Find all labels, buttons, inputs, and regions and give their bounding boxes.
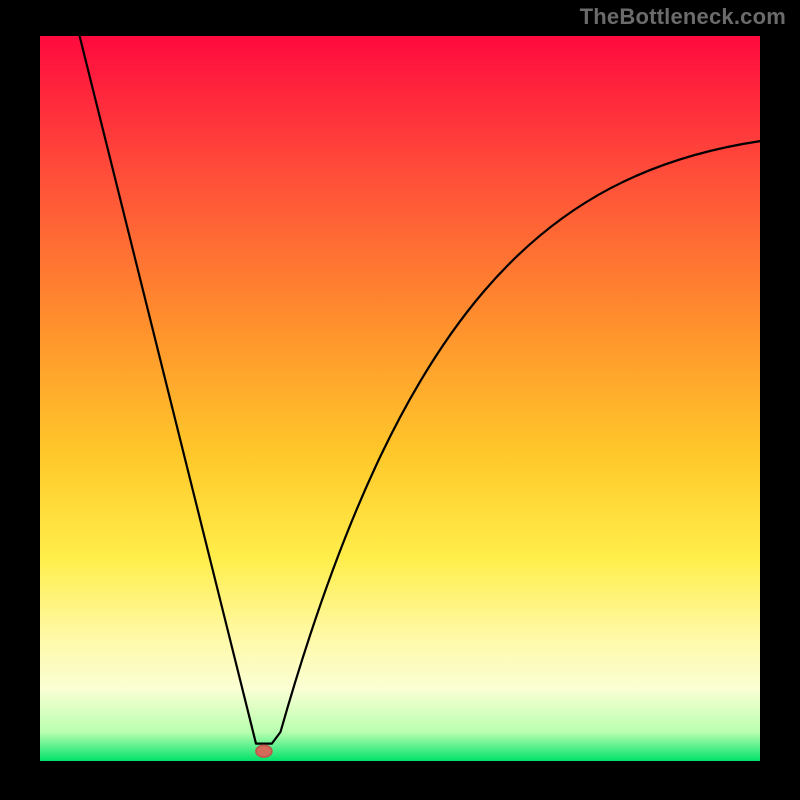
bottleneck-chart: [0, 0, 800, 800]
optimum-marker: [256, 745, 272, 757]
chart-frame: TheBottleneck.com: [0, 0, 800, 800]
plot-background: [40, 36, 760, 761]
watermark-text: TheBottleneck.com: [580, 4, 786, 30]
